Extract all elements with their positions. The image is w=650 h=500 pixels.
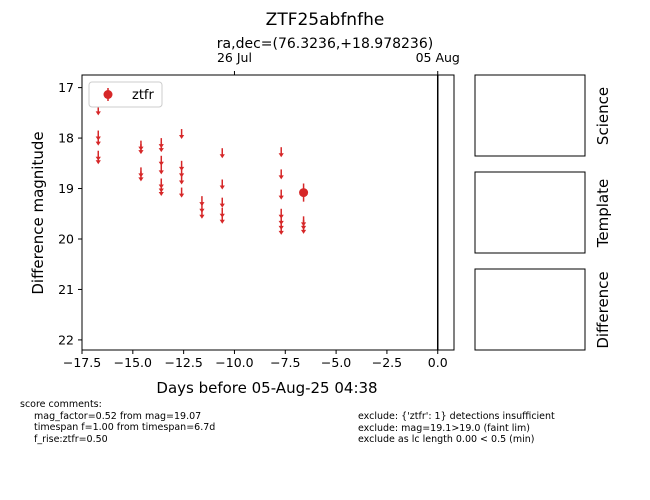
upper-limit-marker: [278, 169, 284, 180]
y-tick-label: 20: [58, 231, 74, 246]
upper-limit-arrowhead: [278, 230, 284, 235]
upper-limit-marker: [179, 187, 185, 198]
data-points: [95, 105, 309, 235]
exclude-comment-line: exclude: mag=19.1>19.0 (faint lim): [358, 422, 530, 434]
upper-limit-marker: [278, 147, 284, 158]
score-comments: score comments: mag_factor=0.52 from mag…: [20, 399, 215, 445]
upper-limit-arrowhead: [219, 185, 225, 190]
upper-limit-arrowhead: [158, 148, 164, 153]
y-tick-label: 19: [58, 181, 74, 196]
upper-limit-marker: [219, 179, 225, 190]
upper-limit-arrowhead: [179, 180, 185, 185]
upper-limit-marker: [179, 129, 185, 140]
score-comments-heading: score comments:: [20, 399, 102, 410]
plot-frame: [81, 74, 455, 351]
difference-cutout-panel: [474, 268, 586, 351]
upper-limit-marker: [219, 213, 225, 224]
detection-point: [299, 188, 309, 198]
exclude-comment-line: exclude as lc length 0.00 < 0.5 (min): [358, 434, 535, 445]
upper-limit-arrowhead: [219, 203, 225, 208]
upper-limit-marker: [95, 154, 101, 165]
x-axis: −17.5 −15.0 −12.5 −10.0 −7.5 −5.0 −2.5 0.0: [63, 350, 448, 370]
upper-limit-arrowhead: [278, 153, 284, 158]
upper-limit-arrowhead: [158, 170, 164, 175]
upper-limit-marker: [138, 171, 144, 182]
upper-limit-arrowhead: [138, 150, 144, 155]
upper-limit-arrowhead: [95, 141, 101, 146]
legend-marker: [103, 90, 113, 99]
upper-limit-arrowhead: [138, 177, 144, 182]
upper-limit-marker: [219, 148, 225, 159]
x-tick-label: −7.5: [270, 355, 300, 370]
legend-label-ztfr: ztfr: [132, 88, 154, 103]
upper-limit-arrowhead: [300, 229, 307, 234]
upper-limit-marker: [300, 223, 307, 234]
upper-limit-arrowhead: [278, 195, 284, 200]
upper-limit-arrowhead: [199, 214, 205, 219]
upper-limit-marker: [138, 144, 144, 155]
exclude-comments: exclude: {'ztfr': 1} detections insuffic…: [358, 411, 555, 446]
y-axis: 17 18 19 20 21 22: [58, 80, 82, 347]
upper-limit-arrowhead: [95, 160, 101, 165]
detection-marker: [299, 183, 309, 202]
science-cutout-panel: [474, 74, 586, 157]
y-axis-label: Difference magnitude: [29, 131, 47, 294]
upper-limit-marker: [278, 224, 284, 235]
score-comment-line: mag_factor=0.52 from mag=19.07: [34, 410, 202, 422]
x-tick-label: −5.0: [321, 355, 351, 370]
template-cutout-panel: [474, 171, 586, 254]
upper-limit-marker: [158, 155, 164, 166]
x-axis-label: Days before 05-Aug-25 04:38: [156, 379, 377, 397]
y-tick-label: 22: [58, 332, 74, 347]
upper-limit-arrowhead: [158, 192, 164, 197]
x-tick-label: −12.5: [164, 355, 202, 370]
chart-title: ZTF25abfnfhe: [266, 10, 385, 30]
upper-limit-marker: [179, 174, 185, 185]
x-tick-label: −17.5: [63, 355, 101, 370]
upper-limit-arrowhead: [95, 111, 101, 116]
template-label: Template: [594, 179, 612, 248]
upper-limit-arrowhead: [179, 193, 185, 198]
x-tick-label: −2.5: [372, 355, 402, 370]
legend: ztfr: [88, 81, 163, 108]
upper-limit-marker: [95, 135, 101, 146]
top-date-axis: 26 Jul 05 Aug: [217, 50, 460, 75]
upper-limit-marker: [158, 142, 164, 153]
top-tick-label: 05 Aug: [416, 50, 460, 65]
x-tick-label: −10.0: [215, 355, 253, 370]
y-tick-label: 21: [58, 282, 74, 297]
upper-limit-marker: [158, 186, 164, 197]
y-tick-label: 17: [58, 80, 74, 95]
x-tick-label: −15.0: [114, 355, 152, 370]
difference-label: Difference: [594, 271, 612, 348]
upper-limit-marker: [158, 164, 164, 175]
upper-limit-marker: [219, 197, 225, 208]
science-label: Science: [594, 87, 612, 145]
upper-limit-arrowhead: [219, 219, 225, 224]
upper-limit-marker: [278, 189, 284, 200]
upper-limit-marker: [199, 208, 205, 219]
top-tick-label: 26 Jul: [217, 50, 252, 65]
upper-limit-arrowhead: [158, 161, 164, 166]
upper-limit-arrowhead: [179, 135, 185, 140]
x-tick-label: 0.0: [428, 355, 448, 370]
score-comment-line: f_rise:ztfr=0.50: [34, 433, 108, 445]
upper-limit-arrowhead: [278, 175, 284, 180]
y-tick-label: 18: [58, 131, 74, 146]
score-comment-line: timespan f=1.00 from timespan=6.7d: [34, 422, 216, 433]
chart-subtitle: ra,dec=(76.3236,+18.978236): [217, 36, 433, 52]
upper-limit-arrowhead: [219, 154, 225, 159]
exclude-comment-line: exclude: {'ztfr': 1} detections insuffic…: [358, 411, 555, 422]
